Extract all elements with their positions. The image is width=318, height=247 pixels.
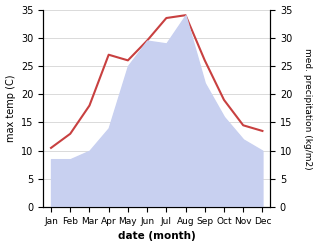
X-axis label: date (month): date (month) bbox=[118, 231, 196, 242]
Y-axis label: max temp (C): max temp (C) bbox=[5, 75, 16, 142]
Y-axis label: med. precipitation (kg/m2): med. precipitation (kg/m2) bbox=[303, 48, 313, 169]
